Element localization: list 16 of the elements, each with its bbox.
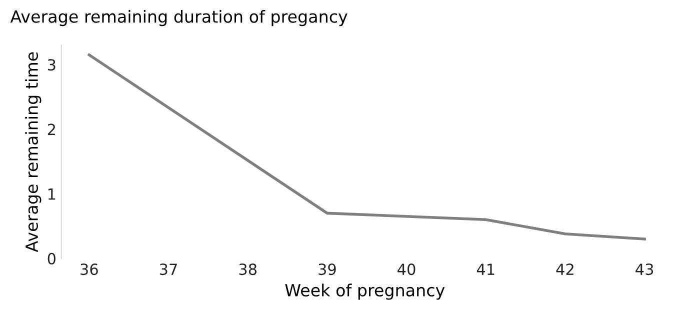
x-tick-label: 40	[398, 264, 416, 276]
x-tick-label: 41	[476, 264, 494, 275]
x-tick-label: 37	[160, 264, 177, 276]
line-series	[88, 54, 646, 240]
y-tick-label: 0	[48, 252, 56, 264]
x-tick-label: 43	[636, 264, 654, 276]
y-tick-label: 3	[48, 59, 56, 71]
x-axis-title: Week of pregnancy	[285, 284, 445, 300]
x-tick-label: 39	[318, 264, 336, 276]
y-axis-title: Average remaining time	[25, 52, 42, 252]
y-tick-label: 2	[48, 124, 55, 136]
x-tick-label: 36	[80, 264, 98, 276]
x-tick-label: 38	[239, 264, 257, 276]
x-tick-label: 42	[556, 264, 574, 275]
chart-title: Average remaining duration of pregancy	[10, 10, 348, 26]
y-tick-label: 1	[48, 188, 56, 200]
